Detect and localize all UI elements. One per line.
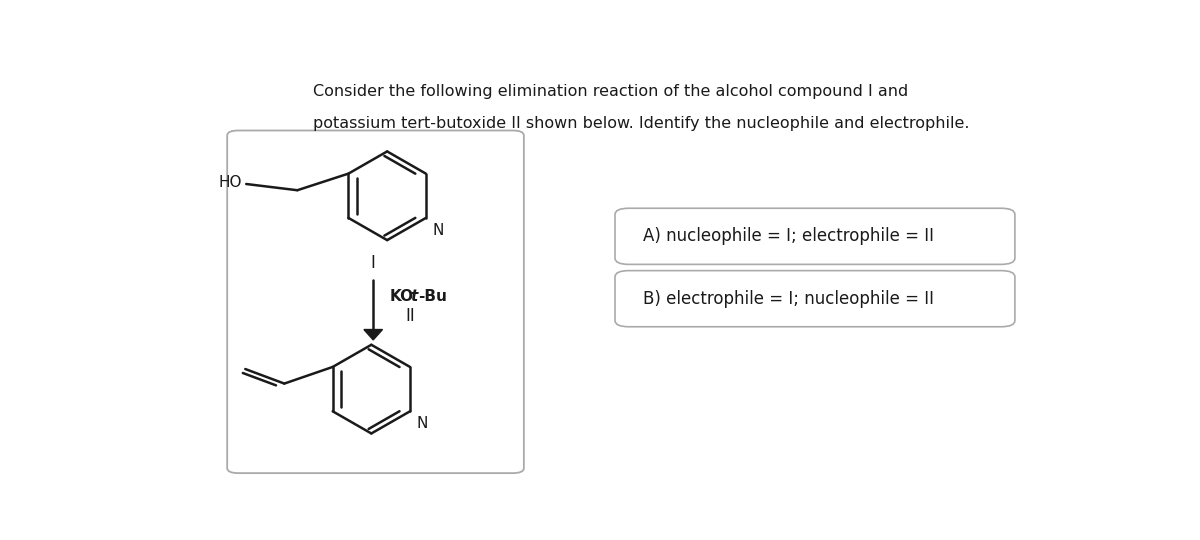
Polygon shape: [364, 329, 383, 340]
FancyBboxPatch shape: [227, 131, 524, 473]
Text: II: II: [406, 307, 415, 325]
FancyBboxPatch shape: [616, 208, 1015, 265]
Text: HO: HO: [218, 176, 241, 190]
Text: A) nucleophile = I; electrophile = II: A) nucleophile = I; electrophile = II: [643, 227, 934, 245]
Text: potassium tert-butoxide II shown below. Identify the nucleophile and electrophil: potassium tert-butoxide II shown below. …: [313, 116, 970, 131]
Text: I: I: [371, 254, 376, 272]
Text: B) electrophile = I; nucleophile = II: B) electrophile = I; nucleophile = II: [643, 289, 934, 308]
Text: -Bu: -Bu: [418, 289, 446, 304]
FancyBboxPatch shape: [616, 271, 1015, 327]
Text: KO: KO: [390, 289, 414, 304]
Text: N: N: [416, 416, 428, 431]
Text: t: t: [410, 289, 418, 304]
Text: N: N: [432, 223, 444, 238]
Text: Consider the following elimination reaction of the alcohol compound I and: Consider the following elimination react…: [313, 84, 908, 98]
